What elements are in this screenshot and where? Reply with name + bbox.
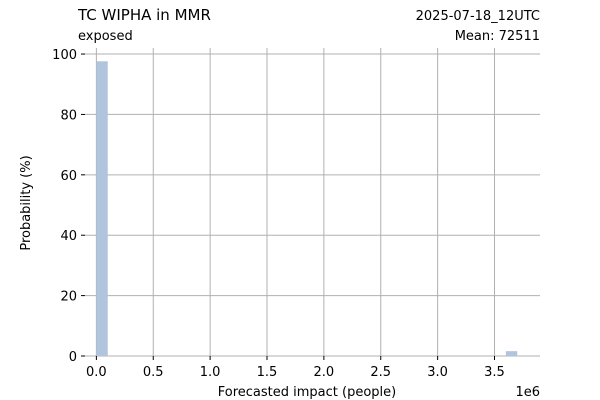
chart-subtitle: exposed: [78, 29, 133, 44]
x-tick-label-4: 2.0: [314, 365, 335, 380]
x-tick-label-5: 2.5: [370, 365, 391, 380]
x-axis-label: Forecasted impact (people): [218, 385, 396, 400]
grid-lines: [85, 48, 540, 357]
x-tick-label-6: 3.0: [427, 365, 448, 380]
y-tick-label-5: 100: [52, 48, 77, 63]
x-tick-label-0: 0.0: [86, 365, 107, 380]
x-tick-label-1: 0.5: [143, 365, 164, 380]
x-tick-label-2: 1.0: [200, 365, 221, 380]
x-tick-label-7: 3.5: [484, 365, 505, 380]
bar-1: [505, 351, 518, 356]
y-tick-label-4: 80: [60, 108, 77, 123]
x-offset-label: 1e6: [515, 385, 540, 400]
y-tick-label-0: 0: [69, 350, 77, 365]
x-tick-label-3: 1.5: [257, 365, 278, 380]
y-tick-label-3: 60: [60, 169, 77, 184]
mean-label: Mean: 72511: [455, 29, 540, 44]
y-ticks: 0 20 40 60 80 100: [52, 48, 85, 365]
y-axis-label: Probability (%): [19, 155, 34, 250]
y-tick-label-2: 40: [60, 229, 77, 244]
forecast-date: 2025-07-18_12UTC: [416, 9, 540, 24]
y-tick-label-1: 20: [60, 290, 77, 305]
chart-title: TC WIPHA in MMR: [77, 6, 211, 24]
x-ticks: 0.0 0.5 1.0 1.5 2.0 2.5 3.0 3.5: [86, 356, 505, 380]
bar-0: [96, 61, 108, 356]
bars: [96, 61, 518, 356]
